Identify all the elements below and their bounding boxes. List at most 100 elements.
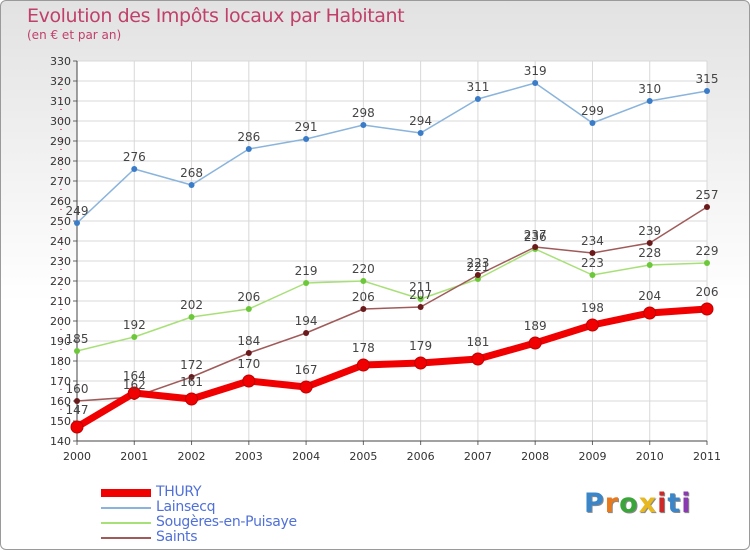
x-tick-label: 2006 [407, 450, 435, 463]
legend-item: Sougères-en-Puisaye [101, 514, 361, 530]
y-tick-label: 210 [50, 295, 71, 308]
chart-title: Evolution des Impôts locaux par Habitant [27, 5, 405, 27]
data-point [74, 348, 80, 354]
data-point [360, 306, 367, 312]
data-label: 206 [352, 290, 375, 304]
data-label: 167 [295, 363, 318, 377]
data-label: 160 [66, 382, 89, 396]
x-tick-label: 2007 [464, 450, 492, 463]
data-label: 299 [581, 104, 604, 118]
data-point [417, 304, 424, 310]
data-label: 286 [237, 130, 260, 144]
data-label: 162 [123, 378, 146, 392]
y-tick-label: 260 [50, 195, 71, 208]
data-point [474, 272, 481, 278]
data-point [417, 130, 424, 136]
y-tick-label: 280 [50, 155, 71, 168]
y-tick-label: 160 [50, 395, 71, 408]
legend-label: THURY [156, 484, 202, 500]
legend: THURY Lainsecq Sougères-en-Puisaye Saints [101, 484, 361, 545]
data-label: 202 [180, 298, 203, 312]
data-point [127, 386, 141, 400]
legend-item: Saints [101, 529, 361, 545]
x-tick-label: 2004 [292, 450, 320, 463]
x-tick-label: 2002 [178, 450, 206, 463]
data-point [646, 262, 653, 268]
y-tick-label: 140 [50, 435, 71, 448]
y-tick-label: 150 [50, 415, 71, 428]
y-tick-label: 320 [50, 75, 71, 88]
data-label: 170 [237, 357, 260, 371]
data-point [245, 350, 252, 356]
data-label: 249 [66, 204, 89, 218]
legend-label: Lainsecq [156, 499, 216, 515]
data-point [131, 334, 138, 340]
series-line [75, 305, 708, 431]
data-point [356, 358, 370, 372]
data-point [74, 220, 80, 226]
data-point [417, 296, 424, 302]
data-label: 257 [696, 188, 719, 202]
data-label: 147 [66, 403, 89, 417]
chart-subtitle: (en € et par an) [27, 28, 122, 42]
y-tick-label: 170 [50, 375, 71, 388]
x-tick-label: 2009 [578, 450, 606, 463]
x-tick-label: 2005 [349, 450, 377, 463]
data-label: 181 [466, 335, 489, 349]
data-point [704, 88, 710, 94]
data-label: 184 [237, 334, 260, 348]
data-point [299, 380, 313, 394]
data-label: 206 [237, 290, 260, 304]
data-point [245, 306, 252, 312]
x-tick-label: 2003 [235, 450, 263, 463]
data-point [360, 278, 367, 284]
data-point [185, 392, 199, 406]
line-chart: 1401501601701801902002102202302402502602… [50, 55, 721, 463]
data-point [704, 260, 710, 266]
data-label: 179 [409, 339, 432, 353]
data-point [589, 120, 596, 126]
y-tick-label: 180 [50, 355, 71, 368]
data-label: 206 [696, 285, 719, 299]
data-point [242, 374, 256, 388]
data-point [474, 96, 481, 102]
data-point [471, 352, 485, 366]
data-label: 178 [352, 341, 375, 355]
data-label: 207 [409, 288, 432, 302]
data-label: 185 [66, 332, 89, 346]
data-point [188, 182, 195, 188]
legend-swatch [101, 537, 151, 539]
data-point [646, 240, 653, 246]
data-label: 164 [123, 369, 146, 383]
data-label: 239 [638, 224, 661, 238]
data-point [188, 314, 195, 320]
y-tick-label: 190 [50, 335, 71, 348]
series-line [76, 82, 708, 224]
series-line [76, 248, 708, 352]
data-point [70, 420, 84, 434]
data-point [528, 336, 542, 350]
legend-label: Saints [156, 529, 198, 545]
legend-label: Sougères-en-Puisaye [156, 514, 297, 530]
x-tick-label: 2008 [521, 450, 549, 463]
data-point [585, 318, 599, 332]
data-point [303, 330, 310, 336]
data-point [303, 280, 310, 286]
y-tick-label: 300 [50, 115, 71, 128]
data-label: 234 [581, 234, 604, 248]
data-label: 194 [295, 314, 318, 328]
x-tick-label: 2001 [120, 450, 148, 463]
legend-item: THURY [101, 484, 361, 500]
data-point [704, 204, 710, 210]
y-tick-label: 220 [50, 275, 71, 288]
proxiti-logo: Proxiti [584, 488, 692, 519]
y-tick-label: 270 [50, 175, 71, 188]
data-point [532, 80, 539, 86]
legend-item: Lainsecq [101, 499, 361, 515]
data-label: 220 [352, 262, 375, 276]
data-label: 311 [466, 80, 489, 94]
data-label: 189 [524, 319, 547, 333]
data-label: 276 [123, 150, 146, 164]
data-label: 236 [524, 230, 547, 244]
data-point [589, 250, 596, 256]
